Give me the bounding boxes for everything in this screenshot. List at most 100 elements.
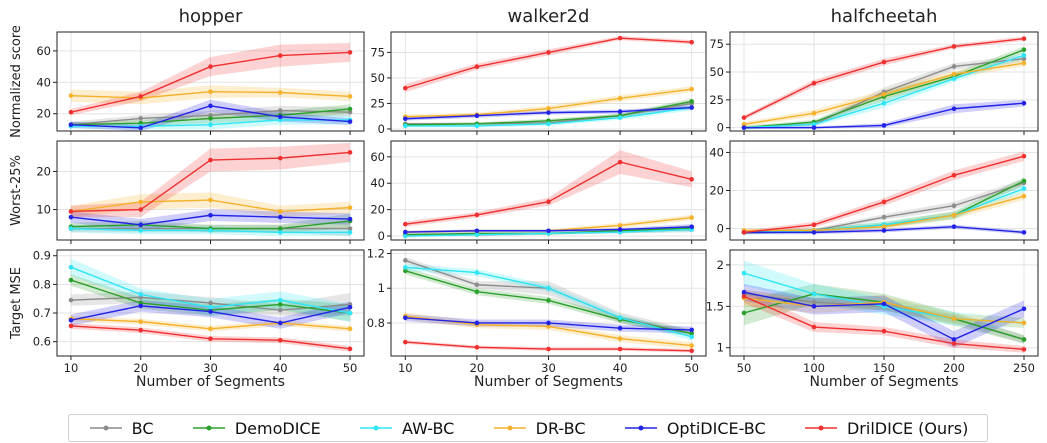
column-title: hopper (179, 6, 243, 27)
data-point (347, 326, 353, 332)
data-point (811, 324, 817, 330)
data-point (277, 337, 283, 343)
data-point (208, 89, 213, 95)
data-point (277, 214, 283, 220)
legend-swatch (493, 425, 526, 431)
legend-label: DrilDICE (Ours) (846, 418, 969, 438)
x-tick-label: 10 (64, 361, 79, 375)
data-point (951, 203, 957, 209)
data-point (689, 343, 694, 348)
data-point (68, 277, 74, 283)
x-tick-label: 20 (470, 361, 485, 375)
data-point (474, 113, 480, 118)
data-point (474, 320, 480, 326)
data-point (403, 123, 408, 129)
data-point (474, 345, 480, 350)
data-point (208, 197, 213, 203)
y-tick-label: 40 (370, 176, 385, 190)
data-point (617, 315, 623, 321)
data-point (811, 125, 817, 130)
x-tick-label: 30 (203, 361, 218, 375)
y-axis-label: Normalized score (9, 25, 24, 138)
data-point (1021, 320, 1027, 326)
chart-panel: 0.6 0.7 0.8 0.9 10 20 30 40 50 (33, 249, 365, 375)
data-point (403, 339, 408, 345)
data-point (1021, 56, 1027, 61)
data-point (951, 44, 957, 49)
data-point (403, 229, 408, 235)
y-tick-label: 75 (370, 45, 385, 59)
data-point (689, 334, 694, 340)
x-tick-label: 50 (737, 361, 752, 375)
data-point (277, 53, 283, 58)
data-point (546, 320, 551, 326)
y-tick-label: 25 (370, 96, 385, 110)
data-point (617, 96, 623, 101)
data-point (881, 224, 887, 229)
legend-swatch (624, 425, 657, 431)
data-point (403, 315, 408, 321)
data-point (277, 230, 283, 235)
data-point (689, 176, 694, 182)
data-point (347, 230, 353, 235)
y-tick-label: 10 (36, 203, 51, 217)
x-axis-label: Number of Segments (810, 374, 959, 390)
data-point (1021, 100, 1027, 106)
data-point (138, 228, 144, 233)
data-point (403, 265, 408, 270)
data-point (689, 348, 694, 354)
data-point (1021, 230, 1027, 235)
legend-marker (638, 425, 644, 431)
data-point (138, 207, 144, 212)
data-point (689, 327, 694, 333)
y-tick-label: 20 (36, 164, 51, 178)
data-point (881, 59, 887, 65)
data-point (277, 302, 283, 307)
y-tick-label: 0.7 (33, 306, 51, 320)
data-point (741, 230, 747, 235)
data-point (881, 328, 887, 334)
data-point (347, 346, 353, 352)
legend-label: AW-BC (402, 418, 455, 438)
data-point (277, 209, 283, 214)
data-point (546, 298, 551, 303)
legend-item: DemoDICE (191, 419, 321, 438)
data-point (689, 99, 694, 104)
data-point (403, 85, 408, 91)
legend-label: BC (131, 418, 154, 438)
data-point (138, 199, 144, 205)
data-point (277, 90, 283, 95)
y-axis-label: Target MSE (9, 267, 24, 340)
data-point (1021, 337, 1027, 342)
data-point (811, 291, 817, 297)
data-point (951, 316, 957, 322)
chart-panel: 20 40 60 (36, 31, 365, 135)
data-point (277, 108, 283, 113)
data-point (138, 116, 144, 121)
data-point (811, 222, 817, 228)
data-point (741, 122, 747, 127)
data-point (617, 336, 623, 341)
legend-marker (507, 425, 513, 431)
y-tick-label: 20 (36, 107, 51, 121)
data-point (1021, 347, 1027, 352)
data-point (208, 309, 213, 314)
data-point (881, 199, 887, 205)
data-point (951, 337, 957, 342)
data-point (951, 76, 957, 82)
legend-item: DR-BC (492, 419, 586, 438)
data-point (403, 116, 408, 122)
legend-item: BC (88, 419, 154, 438)
chart-panel: 0 20 40 60 (370, 140, 707, 244)
data-point (68, 317, 74, 323)
data-point (951, 212, 957, 218)
error-band (70, 142, 351, 218)
data-point (474, 212, 480, 218)
data-point (208, 326, 213, 332)
data-point (741, 289, 747, 295)
data-point (208, 228, 213, 233)
data-point (208, 122, 213, 128)
data-point (1021, 178, 1027, 184)
data-point (277, 307, 283, 313)
